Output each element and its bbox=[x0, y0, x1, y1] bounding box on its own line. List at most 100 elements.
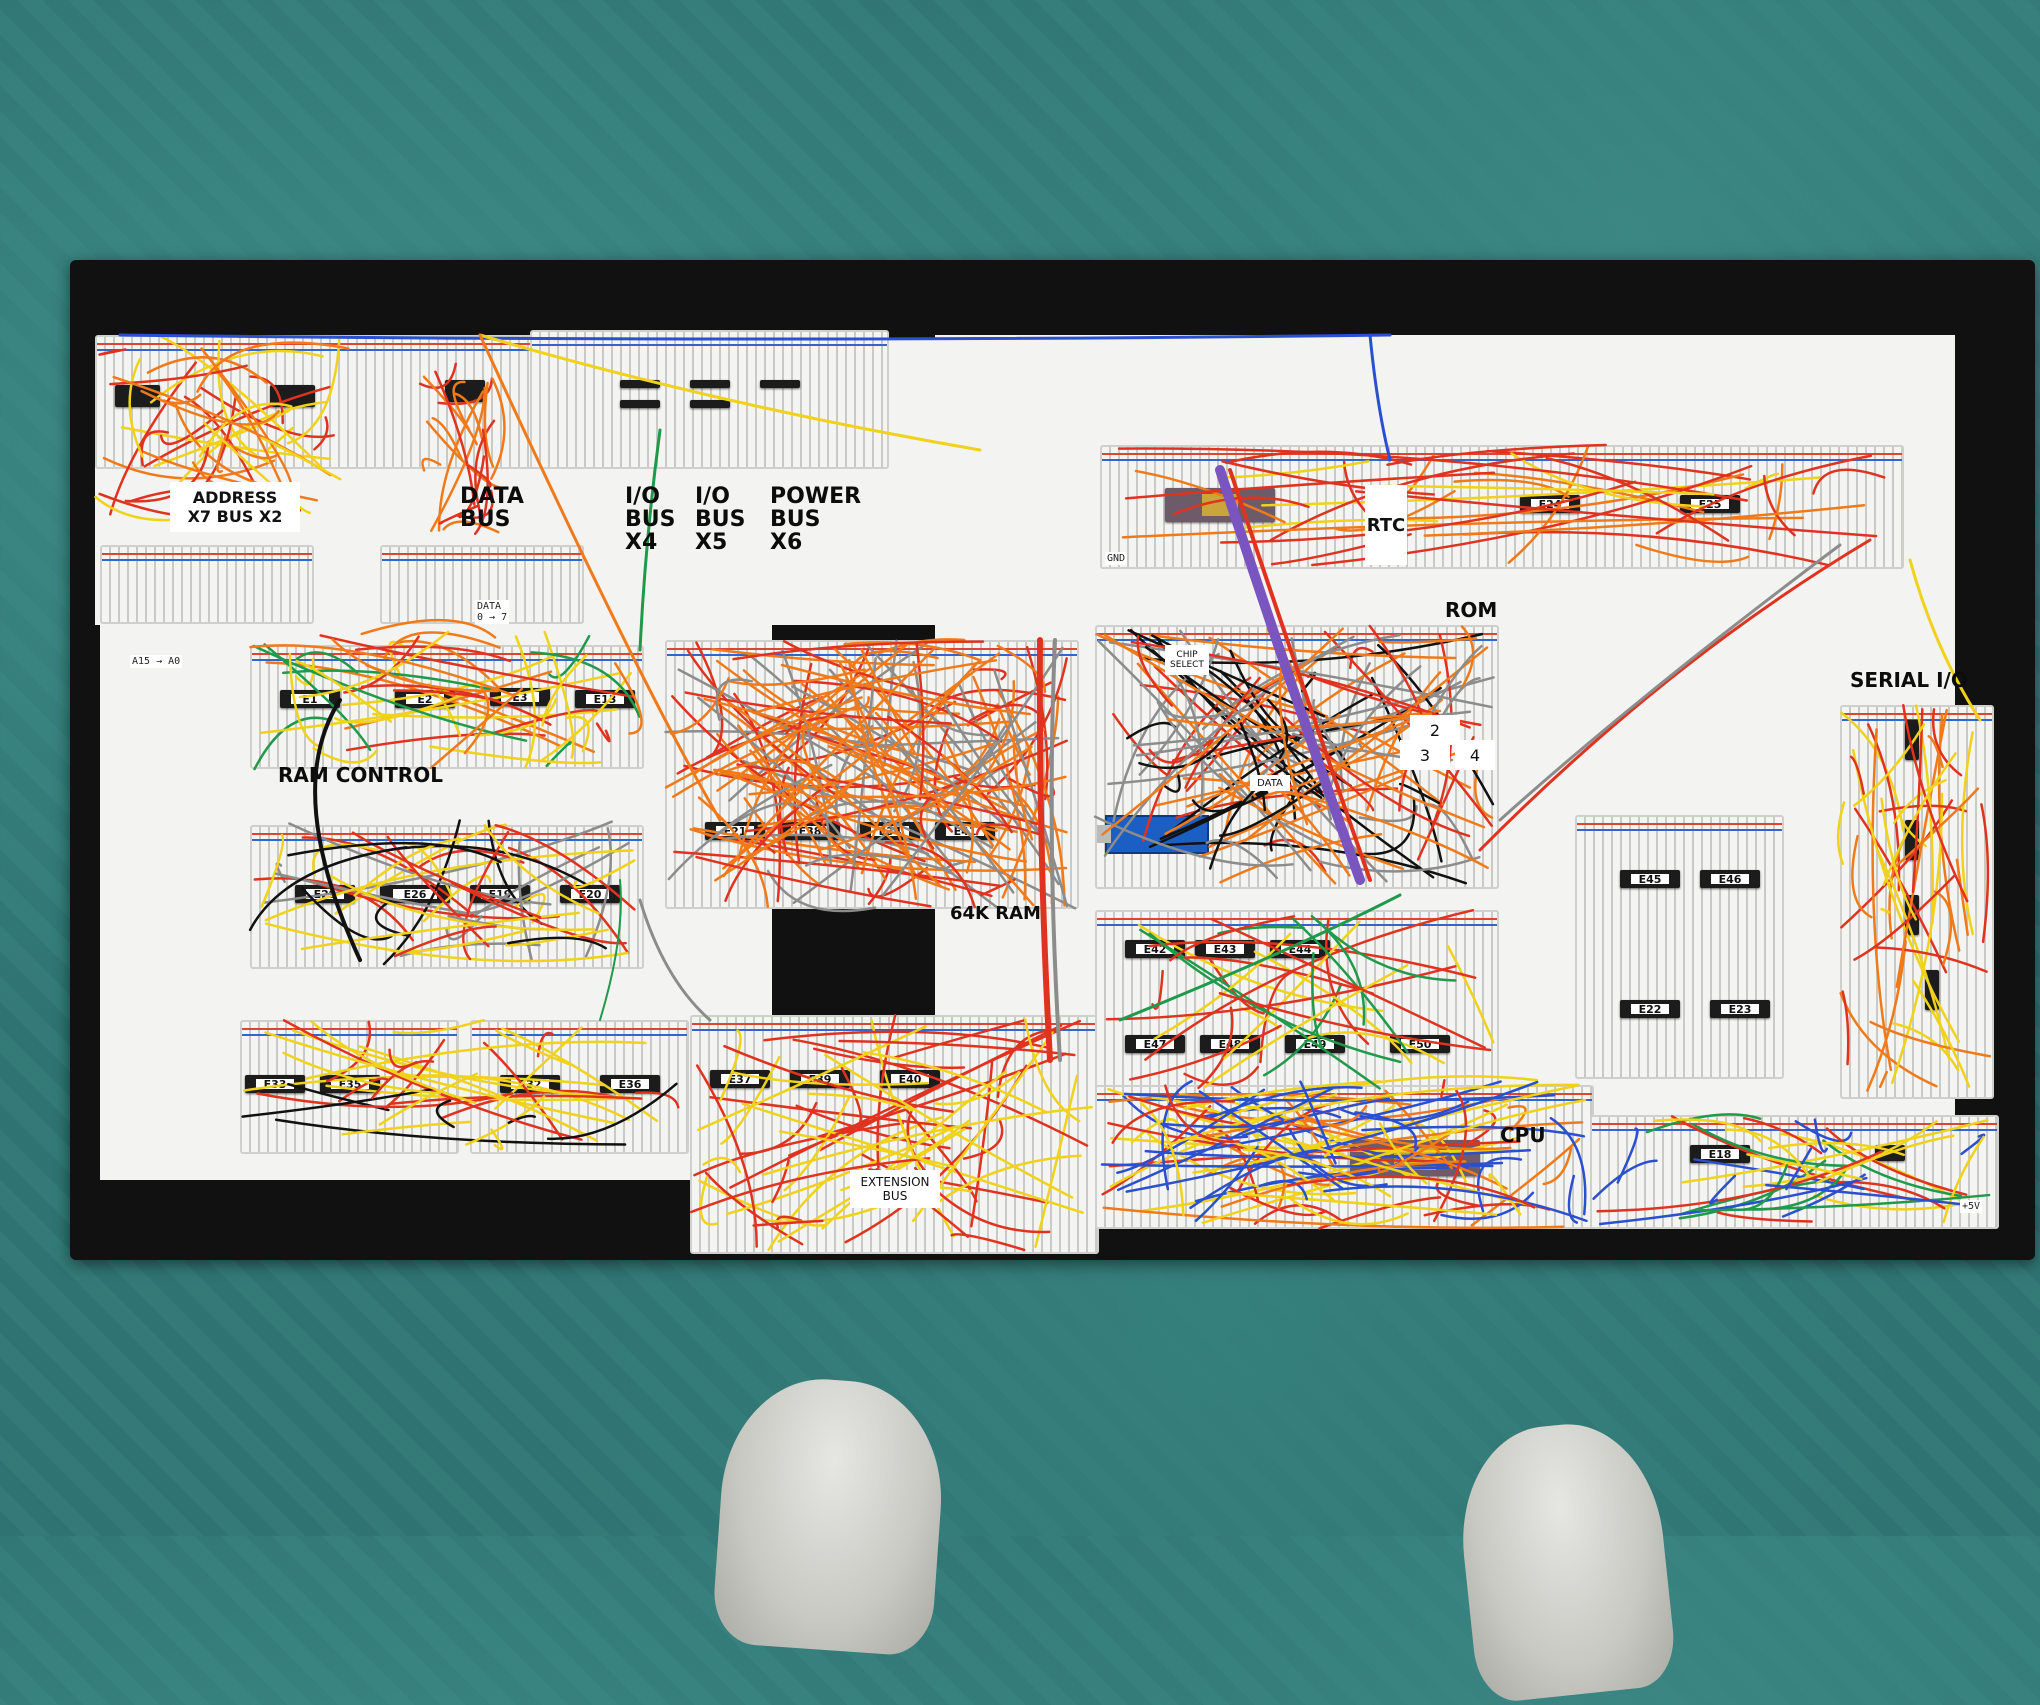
jumper-wire bbox=[1942, 1135, 1985, 1224]
jumper-wire bbox=[371, 1059, 435, 1100]
ic-chip bbox=[620, 380, 660, 388]
jumper-wire bbox=[281, 669, 491, 691]
jumper-wire bbox=[1488, 1173, 1522, 1216]
jumper-wire bbox=[715, 678, 754, 721]
jumper-wire bbox=[613, 662, 643, 735]
chip-label: E45 bbox=[1630, 873, 1670, 885]
jumper-wire bbox=[724, 787, 823, 902]
address-bus-card: ADDRESS X7 BUS X2 bbox=[170, 482, 300, 532]
jumper-wire bbox=[1259, 971, 1293, 1064]
jumper-wire bbox=[667, 763, 833, 881]
jumper-wire bbox=[881, 646, 1064, 897]
jumper-wire bbox=[1670, 1115, 1921, 1203]
jumper-wire bbox=[295, 659, 393, 723]
jumper-wire bbox=[726, 1127, 953, 1216]
chip-label: E35 bbox=[330, 1078, 370, 1090]
jumper-wire bbox=[1908, 558, 1982, 722]
jumper-wire bbox=[1201, 633, 1401, 731]
jumper-wire bbox=[723, 1044, 954, 1113]
jumper-wire bbox=[492, 708, 599, 735]
breadboard-bus-top bbox=[530, 330, 889, 469]
chip-label: E18 bbox=[1700, 1148, 1740, 1160]
jumper-wire bbox=[1112, 712, 1170, 778]
jumper-wire bbox=[1318, 1196, 1442, 1230]
jumper-wire bbox=[429, 687, 524, 770]
jumper-wire bbox=[1116, 1087, 1334, 1192]
serial-io-label: SERIAL I/O bbox=[1850, 668, 1968, 692]
jumper-wire bbox=[507, 846, 630, 955]
jumper-wire bbox=[1315, 918, 1457, 982]
jumper-wire bbox=[393, 925, 497, 958]
jumper-wire bbox=[1716, 1211, 1813, 1223]
jumper-wire bbox=[733, 692, 782, 903]
jumper-wire bbox=[1218, 780, 1326, 837]
jumper-wire bbox=[1244, 518, 1439, 529]
jumper-wire bbox=[1107, 1121, 1445, 1163]
jumper-wire bbox=[483, 823, 601, 915]
jumper-wire bbox=[742, 759, 1077, 910]
jumper-wire bbox=[793, 662, 813, 865]
jumper-wire bbox=[696, 1025, 927, 1132]
jumper-wire bbox=[1893, 787, 1980, 869]
jumper-wire bbox=[635, 1091, 680, 1109]
jumper-wire bbox=[1744, 472, 1780, 490]
jumper-wire bbox=[1109, 1093, 1338, 1188]
jumper-wire bbox=[1836, 801, 1846, 865]
jumper-wire bbox=[1822, 1139, 1963, 1198]
chip-label: E21 bbox=[715, 825, 755, 837]
jumper-wire bbox=[573, 859, 636, 889]
a15-a0-tag: A15 → A0 bbox=[130, 655, 183, 668]
jumper-wire bbox=[1853, 807, 1948, 974]
jumper-wire bbox=[345, 732, 546, 752]
chip-label: E37 bbox=[720, 1073, 760, 1085]
jumper-wire bbox=[478, 333, 982, 452]
jumper-wire bbox=[835, 696, 870, 711]
jumper-wire bbox=[1746, 1153, 1863, 1181]
jumper-wire bbox=[761, 1105, 1093, 1177]
jumper-wire bbox=[736, 763, 1039, 825]
jumper-wire bbox=[149, 349, 324, 404]
jumper-wire bbox=[1299, 1080, 1337, 1165]
jumper-wire bbox=[248, 846, 408, 932]
jumper-wire bbox=[780, 663, 1032, 716]
chip-label: E47 bbox=[1135, 1038, 1175, 1050]
jumper-wire bbox=[378, 1072, 478, 1126]
jumper-wire bbox=[260, 436, 342, 481]
jumper-wire bbox=[313, 698, 362, 962]
jumper-wire bbox=[1478, 538, 1872, 852]
jumper-wire bbox=[1851, 834, 1873, 919]
jumper-wire bbox=[1698, 1193, 1991, 1212]
jumper-wire bbox=[259, 671, 623, 735]
jumper-wire bbox=[944, 738, 974, 874]
chip-label: E26 bbox=[392, 888, 438, 900]
jumper-wire bbox=[672, 704, 860, 798]
data-bus-label: DATA BUS bbox=[460, 484, 524, 533]
jumper-wire bbox=[1927, 735, 1944, 769]
ic-chip: E37 bbox=[710, 1070, 770, 1088]
jumper-wire bbox=[783, 1094, 851, 1192]
chip-label: E36 bbox=[610, 1078, 650, 1090]
jumper-wire bbox=[264, 849, 634, 922]
jumper-wire bbox=[693, 1122, 905, 1177]
jumper-wire bbox=[709, 1095, 973, 1130]
jumper-wire bbox=[1198, 773, 1407, 858]
jumper-wire bbox=[731, 1071, 929, 1086]
gnd-tag: GND bbox=[1105, 552, 1128, 565]
jumper-wire bbox=[1362, 797, 1416, 856]
rtc-label: RTC bbox=[1366, 514, 1406, 536]
jumper-wire bbox=[1960, 731, 1975, 936]
jumper-wire bbox=[832, 646, 995, 847]
jumper-wire bbox=[1368, 333, 1392, 462]
jumper-wire bbox=[300, 911, 580, 951]
chip-label: E33 bbox=[255, 1078, 295, 1090]
jumper-wire bbox=[712, 802, 802, 839]
jumper-wire bbox=[1149, 634, 1457, 660]
jumper-wire bbox=[1914, 704, 1935, 924]
jumper-wire bbox=[677, 668, 994, 849]
jumper-wire bbox=[1878, 1070, 1888, 1089]
jumper-wire bbox=[1890, 792, 1944, 1085]
jumper-wire bbox=[1871, 728, 1893, 1072]
jumper-wire bbox=[694, 696, 863, 774]
jumper-wire bbox=[720, 1055, 781, 1145]
jumper-wire bbox=[300, 886, 393, 941]
